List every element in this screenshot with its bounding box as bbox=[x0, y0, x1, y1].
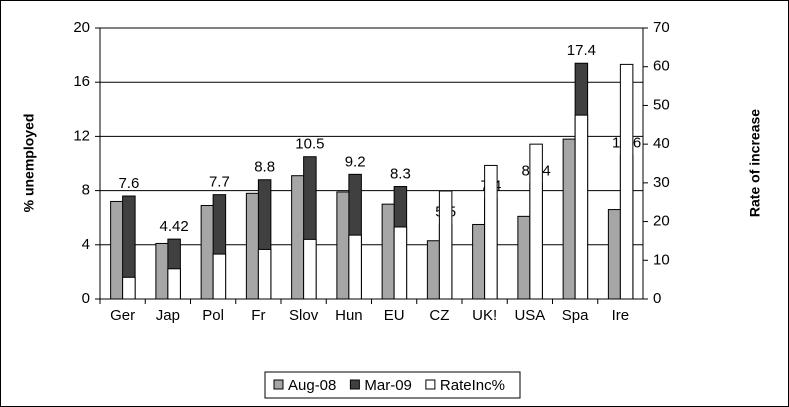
bar bbox=[303, 238, 317, 300]
bar bbox=[257, 248, 272, 300]
legend-swatch bbox=[273, 379, 284, 390]
bar bbox=[381, 203, 396, 300]
bar bbox=[438, 190, 453, 300]
bar bbox=[619, 63, 634, 300]
y-tick-label: 16 bbox=[73, 73, 90, 90]
legend-label: Aug-08 bbox=[288, 377, 336, 394]
data-label: 4.42 bbox=[160, 218, 189, 235]
bar bbox=[245, 192, 260, 300]
x-tick-label: Ger bbox=[110, 307, 135, 324]
bar bbox=[517, 215, 531, 300]
data-label: 7.7 bbox=[209, 174, 230, 191]
bar bbox=[529, 143, 543, 300]
data-label: 8.3 bbox=[390, 166, 411, 183]
bar bbox=[200, 205, 215, 300]
bar bbox=[607, 209, 622, 300]
x-tick-label: Jap bbox=[156, 307, 180, 324]
x-tick-label: Fr bbox=[251, 307, 265, 324]
y2-tick-label: 20 bbox=[653, 213, 670, 230]
data-label: 7.6 bbox=[118, 175, 139, 192]
y-tick-label: 20 bbox=[73, 19, 90, 36]
bar bbox=[110, 200, 124, 300]
y2-tick-label: 30 bbox=[653, 174, 670, 191]
y2-axis-title: Rate of increase bbox=[747, 109, 763, 217]
x-tick-label: Slov bbox=[289, 307, 319, 324]
bar bbox=[574, 114, 589, 300]
bar bbox=[426, 240, 441, 300]
bar bbox=[472, 223, 486, 300]
legend-box bbox=[264, 371, 521, 399]
x-tick-label: USA bbox=[514, 307, 545, 324]
bar bbox=[336, 191, 350, 300]
legend-label: RateInc% bbox=[440, 377, 505, 394]
y-tick-label: 8 bbox=[82, 182, 90, 199]
bar bbox=[484, 164, 498, 300]
bar bbox=[167, 268, 181, 300]
data-label: 8.8 bbox=[254, 159, 275, 176]
data-label: 17.4 bbox=[567, 42, 596, 59]
x-tick-label: CZ bbox=[429, 307, 449, 324]
y-tick-label: 4 bbox=[82, 236, 90, 253]
y2-tick-label: 50 bbox=[653, 96, 670, 113]
y2-tick-label: 0 bbox=[653, 290, 661, 307]
bar bbox=[122, 276, 136, 300]
data-label: 9.2 bbox=[345, 153, 366, 170]
x-tick-label: Hun bbox=[335, 307, 363, 324]
x-tick-label: Spa bbox=[562, 307, 589, 324]
x-tick-label: EU bbox=[384, 307, 405, 324]
bar bbox=[291, 175, 305, 300]
legend-label: Mar-09 bbox=[364, 377, 412, 394]
x-tick-label: UK! bbox=[472, 307, 497, 324]
y-tick-label: 12 bbox=[73, 127, 90, 144]
bar bbox=[348, 234, 362, 300]
y2-tick-label: 10 bbox=[653, 251, 670, 268]
y2-tick-label: 40 bbox=[653, 135, 670, 152]
legend-swatch bbox=[349, 379, 360, 390]
bar bbox=[393, 226, 408, 300]
data-label: 10.5 bbox=[295, 136, 324, 153]
y2-tick-label: 70 bbox=[653, 19, 670, 36]
legend-swatch bbox=[425, 379, 436, 390]
bar bbox=[562, 138, 577, 300]
y-tick-label: 0 bbox=[82, 290, 90, 307]
y-axis-title: % unemployed bbox=[21, 114, 37, 213]
x-tick-label: Ire bbox=[612, 307, 630, 324]
y2-tick-label: 60 bbox=[653, 58, 670, 75]
bar bbox=[212, 253, 227, 300]
bar bbox=[155, 242, 169, 300]
x-tick-label: Pol bbox=[202, 307, 224, 324]
